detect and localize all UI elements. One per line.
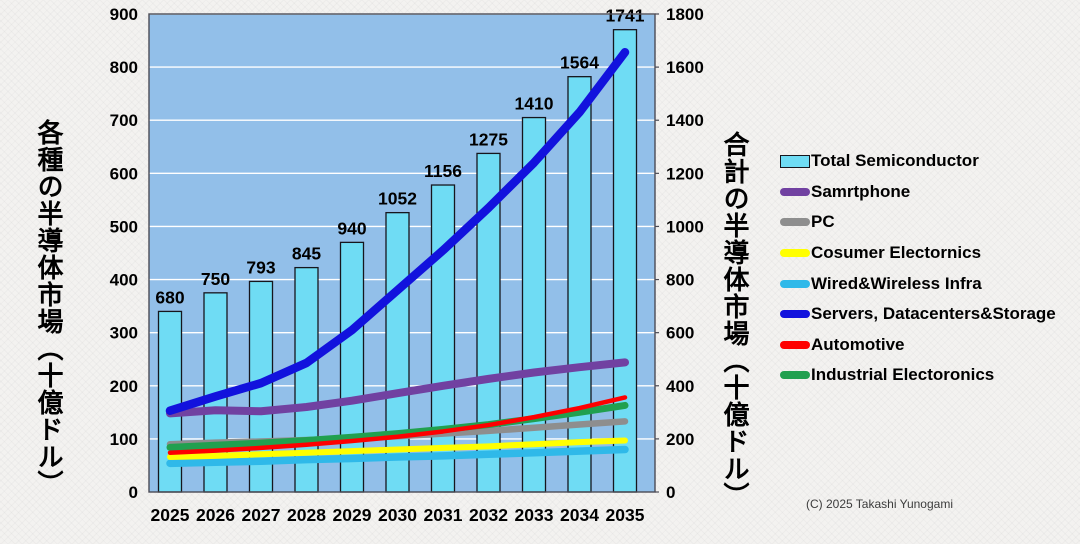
right-tick-label-1400: 1400: [666, 111, 704, 130]
legend-swatch-automotive: [780, 340, 810, 349]
x-tick-label-2029: 2029: [333, 505, 372, 525]
legend-label: PC: [811, 212, 835, 232]
left-tick-label-800: 800: [110, 58, 138, 77]
right-tick-label-1200: 1200: [666, 164, 704, 183]
legend-swatch-total-semiconductor: [780, 154, 810, 168]
plot-border: [148, 13, 656, 493]
right-tick-label-1600: 1600: [666, 58, 704, 77]
x-tick-label-2027: 2027: [242, 505, 281, 525]
bar-value-label-2029: 940: [337, 218, 366, 238]
right-tick-label-400: 400: [666, 377, 694, 396]
legend-label: Automotive: [811, 334, 905, 354]
legend-item-total-semiconductor: Total Semiconductor: [780, 146, 1080, 177]
bar-value-label-2028: 845: [292, 244, 321, 264]
legend-swatch-wired-wireless-infra: [780, 279, 810, 288]
right-tick-label-0: 0: [666, 483, 675, 502]
line-industrial-electoronics: [166, 401, 629, 451]
left-tick-label-0: 0: [129, 483, 138, 502]
x-tick-label-2025: 2025: [151, 505, 190, 525]
x-tick-label-2032: 2032: [469, 505, 508, 525]
line-wired-wireless-infra: [166, 445, 629, 468]
legend-label: Industrial Electoronics: [811, 365, 995, 385]
x-tick-label-2034: 2034: [560, 505, 599, 525]
x-tick-label-2035: 2035: [606, 505, 645, 525]
right-tick-label-800: 800: [666, 271, 694, 290]
legend-swatch-samrtphone: [780, 187, 810, 196]
x-tick-label-2031: 2031: [424, 505, 463, 525]
x-tick-label-2028: 2028: [287, 505, 326, 525]
right-tick-label-200: 200: [666, 430, 694, 449]
legend-item-industrial-electoronics: Industrial Electoronics: [780, 360, 1080, 391]
bar-value-label-2031: 1156: [424, 161, 462, 181]
legend-label: Samrtphone: [811, 181, 911, 201]
legend-label: Total Semiconductor: [811, 151, 979, 171]
legend: Total Semiconductor Samrtphone PC Cosumer E…: [780, 146, 1080, 391]
legend-item-wired-wireless-infra: Wired&Wireless Infra: [780, 268, 1080, 299]
right-tick-label-1000: 1000: [666, 217, 704, 236]
bar-value-label-2035: 1741: [606, 6, 645, 26]
copyright-text: (C) 2025 Takashi Yunogami: [806, 497, 953, 511]
right-axis-title: 合計の半導体市場（十億ドル）: [720, 131, 750, 509]
legend-label: Cosumer Electornics: [811, 243, 982, 263]
legend-swatch-cosumer-electornics: [780, 249, 810, 258]
left-tick-label-100: 100: [110, 430, 138, 449]
bar-value-label-2033: 1410: [515, 94, 554, 114]
left-tick-label-700: 700: [110, 111, 138, 130]
left-tick-label-200: 200: [110, 377, 138, 396]
legend-item-cosumer-electornics: Cosumer Electornics: [780, 238, 1080, 269]
line-servers-datacenters-storage: [165, 47, 630, 415]
right-tick-label-1800: 1800: [666, 5, 704, 24]
legend-swatch-servers-datacenters-storage: [780, 310, 810, 319]
bar-value-label-2027: 793: [246, 257, 275, 277]
legend-swatch-pc: [780, 218, 810, 227]
legend-label: Wired&Wireless Infra: [811, 273, 982, 293]
bar-value-label-2025: 680: [155, 287, 184, 307]
bar-value-label-2034: 1564: [560, 53, 599, 73]
bar-value-label-2032: 1275: [469, 129, 508, 149]
left-tick-label-400: 400: [110, 271, 138, 290]
legend-label: Servers, Datacenters&Storage: [811, 304, 1056, 324]
x-tick-label-2030: 2030: [378, 505, 417, 525]
left-axis-title: 各種の半導体市場（十億ドル）: [34, 119, 64, 497]
x-tick-label-2033: 2033: [515, 505, 554, 525]
left-tick-label-500: 500: [110, 217, 138, 236]
right-tick-label-600: 600: [666, 324, 694, 343]
bar-value-label-2030: 1052: [378, 189, 417, 209]
x-tick-label-2026: 2026: [196, 505, 235, 525]
legend-item-servers-datacenters-storage: Servers, Datacenters&Storage: [780, 299, 1080, 330]
line-samrtphone: [166, 358, 629, 418]
left-tick-label-300: 300: [110, 324, 138, 343]
line-cosumer-electornics: [167, 437, 628, 460]
left-tick-label-900: 900: [110, 5, 138, 24]
bar-value-label-2026: 750: [201, 269, 230, 289]
left-tick-label-600: 600: [110, 164, 138, 183]
legend-swatch-industrial-electoronics: [780, 371, 810, 380]
legend-item-automotive: Automotive: [780, 330, 1080, 361]
legend-item-pc: PC: [780, 207, 1080, 238]
legend-item-samrtphone: Samrtphone: [780, 177, 1080, 208]
bar-2034: [567, 76, 592, 493]
line-automotive: [167, 395, 628, 455]
